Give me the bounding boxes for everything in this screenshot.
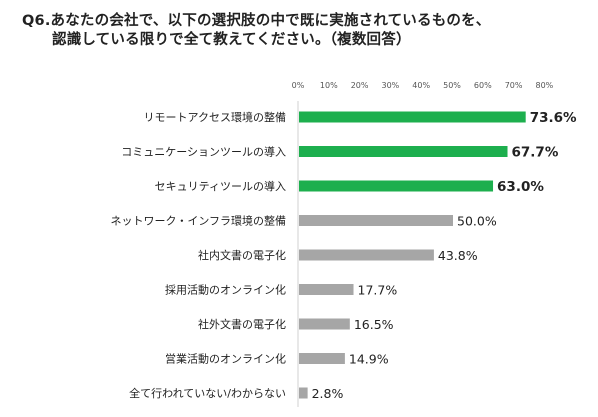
value-label: 67.7% <box>512 145 559 161</box>
category-label: 全て行われていない/わからない <box>129 386 286 400</box>
category-label: 社内文書の電子化 <box>198 248 286 262</box>
value-label: 63.0% <box>497 179 544 195</box>
category-label: セキュリティツールの導入 <box>155 179 286 193</box>
bar <box>299 146 508 157</box>
value-label: 43.8% <box>438 248 478 263</box>
bar <box>299 180 494 192</box>
value-label: 17.7% <box>358 283 398 298</box>
bar <box>299 249 434 261</box>
tick-label: 80% <box>536 81 554 90</box>
tick-label: 0% <box>292 81 305 90</box>
value-label: 2.8% <box>312 386 344 401</box>
chart-title: Q6.あなたの会社で、以下の選択肢の中で既に実施されているものを、 認識している… <box>22 12 592 50</box>
tick-label: 40% <box>412 81 430 90</box>
category-label: リモートアクセス環境の整備 <box>144 110 286 124</box>
bar <box>299 387 308 399</box>
value-label: 16.5% <box>354 317 394 332</box>
bar <box>299 318 350 330</box>
value-label: 73.6% <box>530 110 577 126</box>
tick-label: 50% <box>443 81 461 90</box>
chart-title-line2: 認識している限りで全て教えてください。（複数回答） <box>52 32 411 48</box>
tick-label: 70% <box>505 81 523 90</box>
tick-label: 10% <box>320 81 338 90</box>
tick-label: 30% <box>382 81 400 90</box>
value-label: 50.0% <box>457 214 497 229</box>
bar <box>299 284 354 295</box>
category-label: ネットワーク・インフラ環境の整備 <box>111 214 286 228</box>
bar <box>299 111 526 123</box>
tick-label: 20% <box>351 81 369 90</box>
tick-label: 60% <box>474 81 492 90</box>
category-label: 採用活動のオンライン化 <box>165 283 286 297</box>
chart-title-line1: Q6.あなたの会社で、以下の選択肢の中で既に実施されているものを、 <box>22 13 491 29</box>
value-label: 14.9% <box>349 352 389 367</box>
category-label: コミュニケーションツールの導入 <box>121 145 286 159</box>
category-label: 社外文書の電子化 <box>198 317 286 331</box>
bar <box>299 353 345 364</box>
bar <box>299 215 453 226</box>
category-label: 営業活動のオンライン化 <box>165 352 286 366</box>
